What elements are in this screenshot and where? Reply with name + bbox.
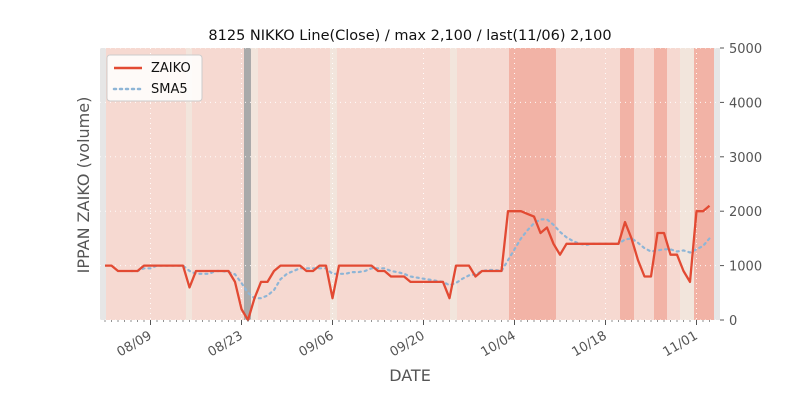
legend-label-zaiko: ZAIKO bbox=[151, 61, 191, 76]
x-tick-label: 08/23 bbox=[206, 328, 246, 360]
background-band bbox=[337, 48, 450, 320]
chart-title: 8125 NIKKO Line(Close) / max 2,100 / las… bbox=[208, 28, 611, 44]
x-tick-label: 09/06 bbox=[297, 328, 337, 360]
x-tick-label: 11/01 bbox=[661, 328, 701, 360]
y-tick-label: 3000 bbox=[729, 151, 762, 166]
legend-box bbox=[106, 54, 203, 102]
background-band bbox=[258, 48, 330, 320]
background-band bbox=[509, 48, 556, 320]
background-band bbox=[634, 48, 654, 320]
background-band bbox=[330, 48, 337, 320]
background-band bbox=[654, 48, 667, 320]
background-band bbox=[694, 48, 714, 320]
x-tick-label: 10/04 bbox=[479, 328, 519, 360]
y-tick-label: 4000 bbox=[729, 96, 762, 111]
background-band bbox=[620, 48, 634, 320]
y-tick-label: 0 bbox=[729, 314, 737, 329]
x-axis: 08/09 08/23 09/06 09/20 10/04 10/18 11/01 bbox=[104, 320, 710, 360]
legend: ZAIKO SMA5 bbox=[106, 54, 203, 102]
background-band bbox=[244, 48, 251, 320]
x-axis-label: DATE bbox=[389, 366, 431, 385]
legend-label-sma5: SMA5 bbox=[151, 82, 188, 97]
background-band bbox=[556, 48, 620, 320]
y-axis-label: IPPAN ZAIKO (volume) bbox=[74, 97, 93, 274]
x-tick-label: 09/20 bbox=[388, 328, 428, 360]
x-tick-label: 10/18 bbox=[570, 328, 610, 360]
background-band bbox=[667, 48, 680, 320]
y-tick-label: 1000 bbox=[729, 260, 762, 275]
background-band bbox=[450, 48, 457, 320]
background-band bbox=[680, 48, 694, 320]
background-band bbox=[186, 48, 192, 320]
series-line-zaiko bbox=[105, 204, 711, 322]
background-band bbox=[251, 48, 258, 320]
y-axis: 0 1000 2000 3000 4000 5000 bbox=[720, 42, 762, 329]
y-tick-label: 5000 bbox=[729, 42, 762, 57]
background-band bbox=[457, 48, 509, 320]
series-lines bbox=[105, 204, 711, 322]
x-tick-label: 08/09 bbox=[115, 328, 155, 360]
y-tick-label: 2000 bbox=[729, 205, 762, 220]
